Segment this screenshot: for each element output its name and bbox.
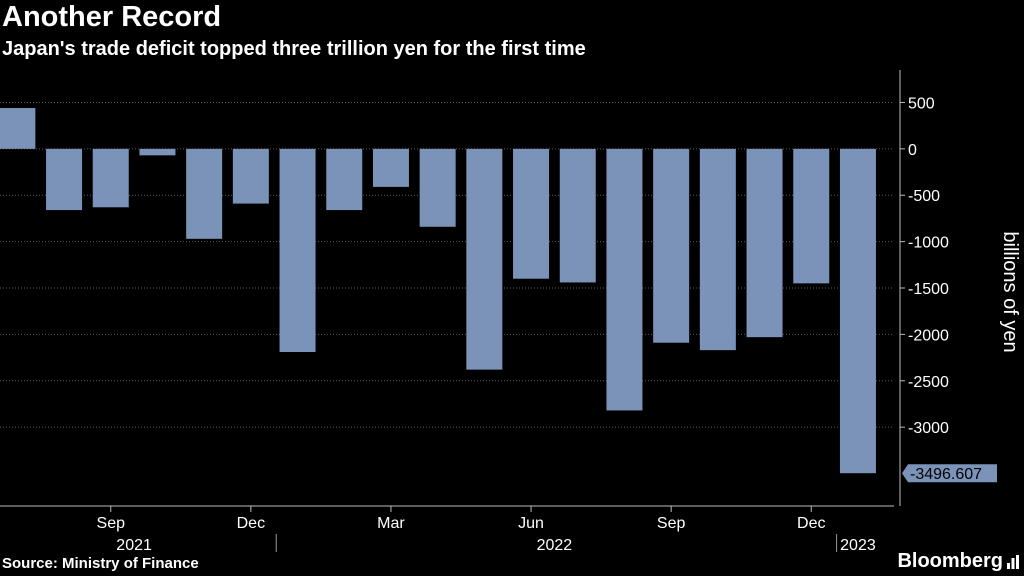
bar [699,148,736,351]
bar [839,148,876,474]
year-label: 2022 [537,537,573,554]
bar [793,148,830,284]
x-tick-label: Sep [657,515,686,532]
bar [0,108,36,149]
year-label: 2021 [116,537,152,554]
chart-subtitle: Japan's trade deficit topped three trill… [2,38,586,60]
value-callout-tag [902,464,997,483]
y-tick-label: -1000 [908,235,949,252]
bloomberg-terminal-icon [1007,554,1019,569]
brand-name: Bloomberg [897,550,1003,572]
bar [653,148,690,343]
bar [419,148,456,227]
y-tick-label: -2000 [908,327,949,344]
x-tick-label: Dec [237,515,265,532]
bar [466,148,503,370]
x-tick-label: Sep [97,515,126,532]
bar [232,148,269,204]
y-tick-label: -2500 [908,374,949,391]
chart-title: Another Record [2,1,222,33]
bar [606,148,643,411]
bar [279,148,316,353]
bar [746,148,783,338]
x-tick-label: Jun [518,515,544,532]
bar [92,148,129,208]
year-label: 2023 [840,537,876,554]
y-axis-title: billions of yen [999,231,1021,352]
bar [513,148,550,279]
y-tick-label: -500 [908,188,940,205]
source-note: Source: Ministry of Finance [2,555,199,572]
bar [559,148,596,283]
y-tick-label: -3000 [908,420,949,437]
y-tick-label: 500 [908,95,935,112]
y-tick-label: 0 [908,142,917,159]
y-tick-label: -1500 [908,281,949,298]
bar [186,148,223,239]
bar [139,148,176,156]
bar [372,148,409,187]
value-callout-label: -3496.607 [910,466,982,483]
x-tick-label: Dec [797,515,825,532]
brand-logo: Bloomberg [897,550,1020,573]
bar [46,148,83,211]
bar [326,148,363,211]
x-tick-label: Mar [377,515,405,532]
